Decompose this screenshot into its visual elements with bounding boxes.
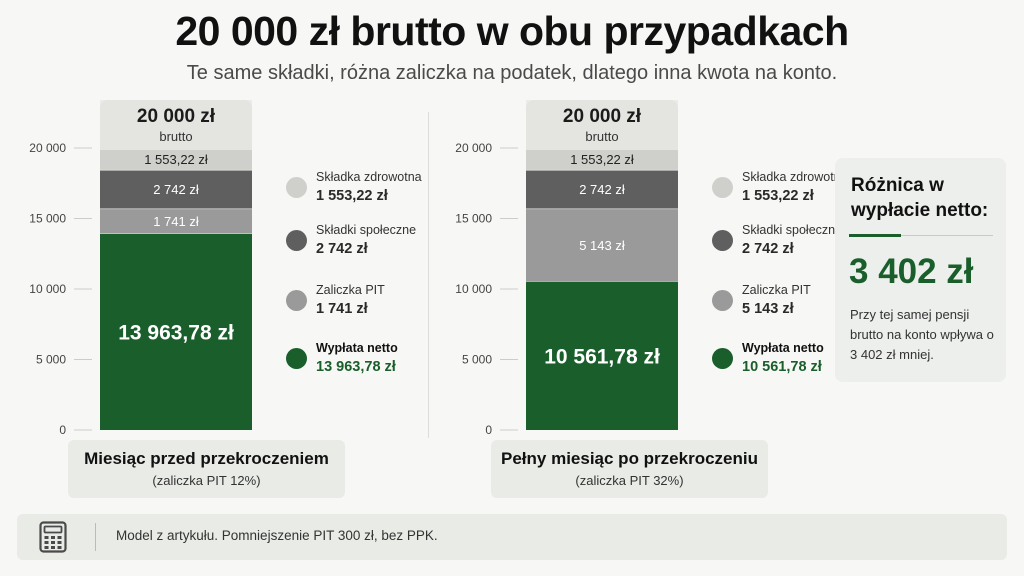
page-title: 20 000 zł brutto w obu przypadkach	[175, 8, 849, 54]
y-tick-label: 15 000	[455, 212, 492, 226]
legend-value: 1 553,22 zł	[316, 188, 388, 204]
legend-value: 10 561,78 zł	[742, 359, 822, 375]
category-title: Miesiąc przed przekroczeniem	[84, 449, 329, 468]
difference-value: 3 402 zł	[849, 252, 974, 291]
legend-swatch	[286, 230, 307, 251]
gross-header: 20 000 zł brutto	[100, 100, 252, 150]
gross-amount: 20 000 zł	[562, 106, 642, 127]
calculator-icon	[39, 521, 67, 553]
difference-note: Przy tej samej pensji brutto na konto wp…	[850, 307, 994, 362]
legend-swatch	[712, 348, 733, 369]
legend-swatch	[286, 290, 307, 311]
bar-data-label: 13 963,78 zł	[118, 322, 234, 345]
y-tick-label: 0	[485, 423, 492, 437]
category-subtitle: (zaliczka PIT 12%)	[152, 473, 261, 488]
bar-segment-pit	[100, 208, 252, 234]
stacked-bar-chart: 20 000 15 000 10 000 5 000 0 13 963,78 zł 1 74…	[29, 100, 252, 437]
page-subtitle: Te same składki, różna zaliczka na podat…	[186, 62, 838, 84]
legend-name: Składki społeczne	[742, 223, 843, 237]
difference-title: Różnica w wypłacie netto:	[851, 175, 989, 221]
legend-value: 2 742 zł	[742, 241, 794, 257]
bar-data-label: 1 553,22 zł	[144, 152, 208, 167]
gross-label: brutto	[159, 129, 193, 144]
footer-note: Model z artykułu. Pomniejszenie PIT 300 …	[17, 514, 1007, 560]
footer-separator	[95, 523, 96, 551]
bar-segment-zdrowotna	[100, 148, 252, 170]
gross-header: 20 000 zł brutto	[526, 100, 678, 150]
legend-item-netto: Wypłata netto 13 963,78 zł	[286, 341, 426, 385]
category-title: Pełny miesiąc po przekroczeniu	[501, 449, 758, 468]
bar-data-label: 2 742 zł	[579, 182, 625, 197]
legend-name: Składka zdrowotna	[316, 170, 422, 184]
legend-swatch	[712, 290, 733, 311]
legend-item-pit: Zaliczka PIT 1 741 zł	[286, 283, 426, 327]
legend-swatch	[712, 230, 733, 251]
legend-item-spoleczne: Składki społeczne 2 742 zł	[286, 223, 426, 267]
legend-name: Zaliczka PIT	[316, 283, 385, 297]
legend-name: Składki społeczne	[316, 223, 417, 237]
legend-value: 2 742 zł	[316, 241, 368, 257]
bar-segment-spoleczne	[100, 169, 252, 209]
bar-segment-spoleczne	[526, 169, 678, 209]
bar-data-label: 1 741 zł	[153, 214, 199, 229]
difference-rule	[901, 235, 993, 236]
y-tick-label: 5 000	[462, 353, 492, 367]
panel-divider	[428, 112, 429, 438]
legend-name: Zaliczka PIT	[742, 283, 811, 297]
chart-panel-before: 20 000 15 000 10 000 5 000 0 13 963,78 zł 1 74…	[14, 100, 422, 500]
legend-swatch	[286, 177, 307, 198]
bar-segment-netto	[526, 281, 678, 430]
y-tick-label: 10 000	[29, 282, 66, 296]
y-tick-label: 5 000	[36, 353, 66, 367]
legend-item-pit: Zaliczka PIT 5 143 zł	[712, 283, 852, 327]
legend-value: 5 143 zł	[742, 301, 794, 317]
legend-value: 1 553,22 zł	[742, 188, 814, 204]
y-tick-label: 20 000	[455, 141, 492, 155]
legend-swatch	[712, 177, 733, 198]
category-subtitle: (zaliczka PIT 32%)	[575, 473, 684, 488]
bar-data-label: 2 742 zł	[153, 182, 199, 197]
footer-text: Model z artykułu. Pomniejszenie PIT 300 …	[116, 528, 438, 543]
legend-value: 1 741 zł	[316, 301, 368, 317]
bar-data-label: 10 561,78 zł	[544, 346, 660, 369]
y-tick-label: 15 000	[29, 212, 66, 226]
legend-item-netto: Wypłata netto 10 561,78 zł	[712, 341, 852, 385]
gross-label: brutto	[585, 129, 619, 144]
difference-accent-rule	[849, 234, 901, 237]
bar-segment-zdrowotna	[526, 148, 678, 170]
chart-panel-after: 20 000 15 000 10 000 5 000 0 10 561,78 zł 5 14…	[440, 100, 848, 500]
legend-item-spoleczne: Składki społeczne 2 742 zł	[712, 223, 852, 267]
stacked-bar-chart: 20 000 15 000 10 000 5 000 0 10 561,78 zł 5 14…	[455, 100, 678, 437]
bar-segment-netto	[100, 233, 252, 430]
legend-name: Składka zdrowotna	[742, 170, 848, 184]
legend-value: 13 963,78 zł	[316, 359, 396, 375]
y-tick-label: 10 000	[455, 282, 492, 296]
y-tick-label: 20 000	[29, 141, 66, 155]
category-caption: Pełny miesiąc po przekroczeniu (zaliczka …	[491, 440, 768, 498]
legend-name: Wypłata netto	[316, 341, 398, 355]
bar-data-label: 5 143 zł	[579, 238, 625, 253]
legend-item-zdrowotna: Składka zdrowotna 1 553,22 zł	[712, 170, 852, 214]
gross-amount: 20 000 zł	[136, 106, 216, 127]
category-caption: Miesiąc przed przekroczeniem (zaliczka PI…	[68, 440, 345, 498]
y-tick-label: 0	[59, 423, 66, 437]
bar-segment-pit	[526, 208, 678, 282]
legend-swatch	[286, 348, 307, 369]
difference-card: Różnica w wypłacie netto: 3 402 zł Przy …	[835, 158, 1006, 382]
bar-data-label: 1 553,22 zł	[570, 152, 634, 167]
legend-item-zdrowotna: Składka zdrowotna 1 553,22 zł	[286, 170, 426, 214]
legend-name: Wypłata netto	[742, 341, 824, 355]
